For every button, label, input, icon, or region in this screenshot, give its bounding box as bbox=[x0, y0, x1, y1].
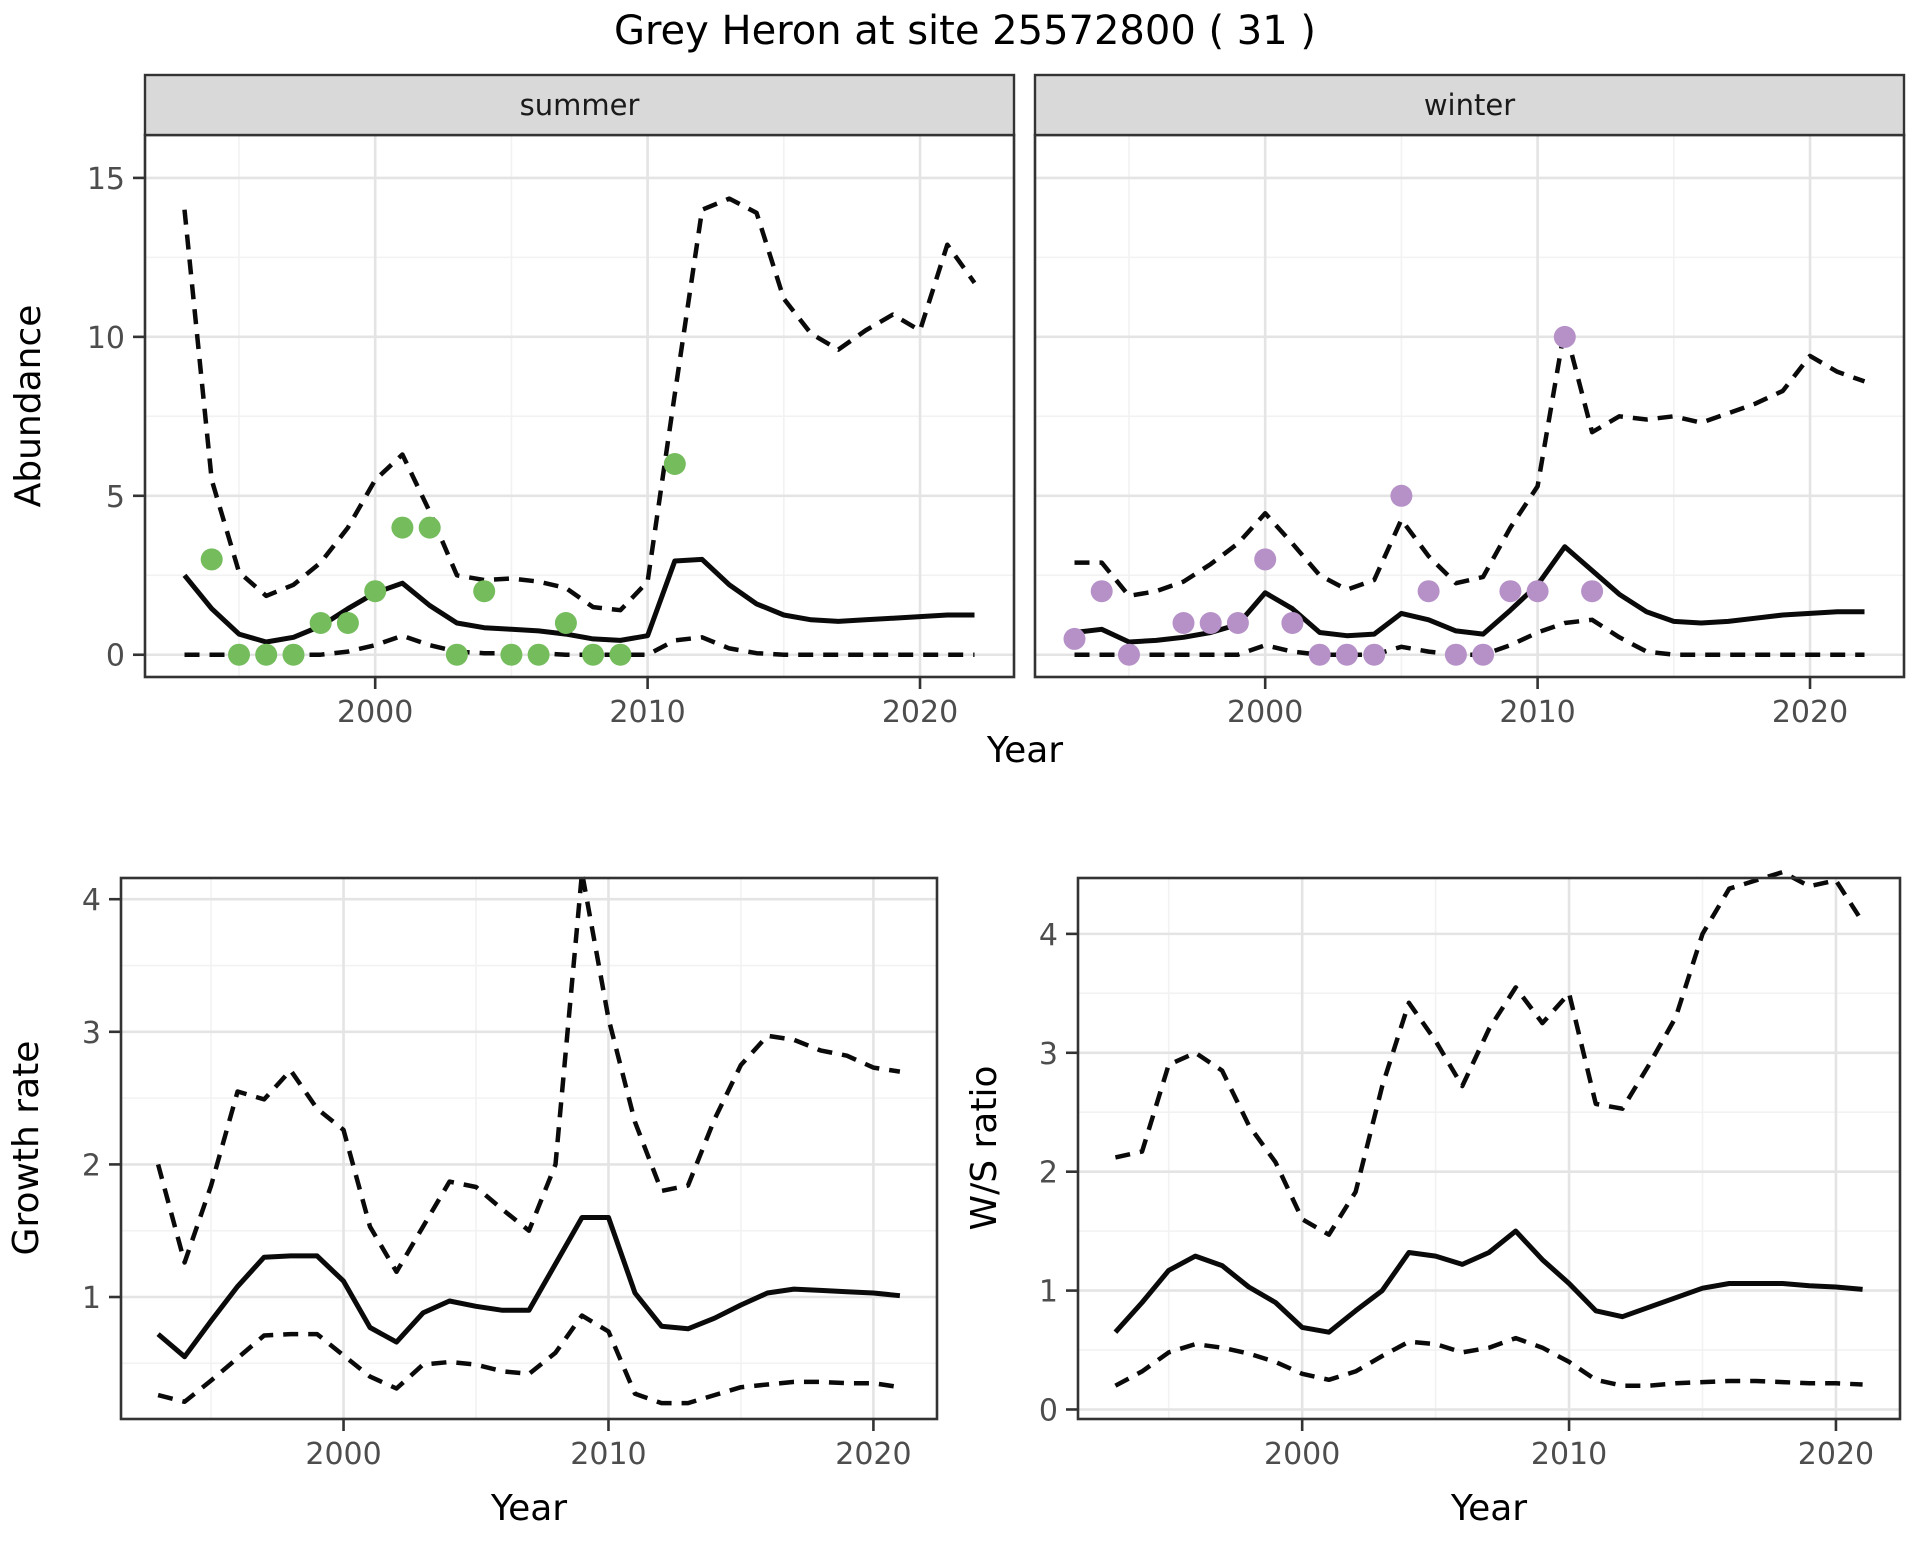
observed-summer-data-point bbox=[609, 643, 632, 666]
ws-ratio-x-tick-label: 2020 bbox=[1798, 1437, 1874, 1472]
abundance-summer-facet-strip bbox=[143, 73, 1016, 137]
growth-rate-x-tick-label: 2010 bbox=[570, 1437, 646, 1472]
observed-summer-data-point bbox=[336, 612, 359, 634]
growth-rate-panel-border bbox=[119, 876, 939, 1421]
x-axis-title-year-top: Year bbox=[986, 730, 1063, 771]
ws-ratio-y-tick-label: 0 bbox=[1039, 1393, 1058, 1428]
observed-winter-data-point bbox=[1390, 484, 1413, 507]
growth-rate-panel-background bbox=[121, 878, 937, 1419]
y-axis-title-ws-ratio: W/S ratio bbox=[964, 1065, 1005, 1230]
observed-winter-data-point bbox=[1063, 627, 1086, 650]
figure-title: Grey Heron at site 25572800 ( 31 ) bbox=[614, 8, 1316, 54]
abundance-summer-strip-label: summer bbox=[520, 88, 640, 122]
abundance-winter-x-tick-label: 2020 bbox=[1772, 695, 1848, 730]
ws-ratio-y-tick-label: 2 bbox=[1039, 1156, 1058, 1191]
observed-winter-data-point bbox=[1526, 580, 1549, 603]
observed-winter-data-point bbox=[1281, 612, 1304, 634]
abundance-summer-x-tick-label: 2020 bbox=[882, 695, 958, 730]
abundance-summer-y-tick-label: 15 bbox=[87, 162, 125, 197]
abundance-summer-y-tick-label: 0 bbox=[106, 639, 125, 674]
ws-ratio-upper-ci-line bbox=[1114, 869, 1865, 1237]
growth-rate-mean-line bbox=[156, 1215, 901, 1360]
observed-winter-data-point bbox=[1581, 580, 1604, 603]
y-axis-title-abundance: Abundance bbox=[8, 305, 49, 508]
abundance-winter-mean-line bbox=[1074, 544, 1865, 645]
ws-ratio-y-tick-label: 1 bbox=[1039, 1275, 1058, 1310]
observed-winter-data-point bbox=[1172, 612, 1195, 634]
ws-ratio-lower-ci-line bbox=[1114, 1335, 1863, 1388]
observed-summer-data-point bbox=[473, 580, 496, 603]
observed-winter-data-point bbox=[1308, 643, 1331, 666]
observed-winter-data-point bbox=[1118, 643, 1140, 666]
observed-winter-data-point bbox=[1335, 643, 1358, 666]
abundance-winter-x-tick-label: 2000 bbox=[1227, 695, 1303, 730]
observed-winter-data-point bbox=[1444, 643, 1467, 666]
observed-summer-data-point bbox=[391, 516, 414, 539]
observed-summer-data-point bbox=[418, 516, 441, 539]
observed-summer-data-point bbox=[255, 643, 278, 666]
abundance-summer-upper-ci-line bbox=[182, 196, 977, 613]
growth-rate-x-tick-label: 2020 bbox=[835, 1437, 911, 1472]
observed-summer-data-point bbox=[527, 643, 550, 666]
observed-winter-data-point bbox=[1090, 580, 1113, 603]
growth-rate-y-tick-label: 4 bbox=[82, 883, 101, 918]
observed-winter-data-point bbox=[1254, 548, 1277, 571]
abundance-summer-x-tick-label: 2010 bbox=[609, 695, 685, 730]
abundance-summer-y-tick-label: 10 bbox=[87, 321, 125, 356]
abundance-winter-lower-ci-line bbox=[1074, 617, 1865, 657]
observed-winter-data-point bbox=[1499, 580, 1522, 603]
abundance-winter-facet-strip bbox=[1033, 73, 1906, 137]
ws-ratio-panel-background bbox=[1078, 878, 1900, 1419]
observed-summer-data-point bbox=[364, 580, 387, 603]
observed-summer-data-point bbox=[582, 643, 605, 666]
abundance-winter-strip-label: winter bbox=[1424, 88, 1515, 122]
x-axis-title-year-growth: Year bbox=[490, 1488, 567, 1529]
x-axis-title-year-ws: Year bbox=[1450, 1488, 1527, 1529]
growth-rate-y-tick-label: 2 bbox=[82, 1148, 101, 1183]
growth-rate-y-tick-label: 1 bbox=[82, 1281, 101, 1316]
observed-winter-data-point bbox=[1553, 325, 1576, 348]
abundance-winter-panel-background bbox=[1035, 135, 1904, 677]
abundance-winter-upper-ci-line bbox=[1074, 325, 1866, 599]
observed-summer-data-point bbox=[500, 643, 523, 666]
growth-rate-y-tick-label: 3 bbox=[82, 1016, 101, 1051]
observed-summer-data-point bbox=[554, 612, 577, 634]
observed-winter-data-point bbox=[1199, 612, 1222, 634]
y-axis-title-growth-rate: Growth rate bbox=[6, 1041, 47, 1256]
ws-ratio-y-tick-label: 3 bbox=[1039, 1037, 1058, 1072]
ws-ratio-x-tick-label: 2000 bbox=[1264, 1437, 1340, 1472]
abundance-summer-lower-ci-line bbox=[184, 633, 975, 657]
observed-winter-data-point bbox=[1363, 643, 1386, 666]
observed-summer-data-point bbox=[200, 548, 223, 571]
abundance-summer-y-tick-label: 5 bbox=[106, 480, 125, 515]
observed-winter-data-point bbox=[1417, 580, 1440, 603]
observed-summer-data-point bbox=[309, 612, 332, 634]
observed-summer-data-point bbox=[282, 643, 305, 666]
abundance-winter-x-tick-label: 2010 bbox=[1499, 695, 1575, 730]
ws-ratio-y-tick-label: 4 bbox=[1039, 918, 1058, 953]
ws-ratio-mean-line bbox=[1113, 1228, 1863, 1335]
observed-summer-data-point bbox=[663, 453, 686, 475]
observed-winter-data-point bbox=[1226, 612, 1249, 634]
observed-winter-data-point bbox=[1472, 643, 1495, 666]
ws-ratio-x-tick-label: 2010 bbox=[1531, 1437, 1607, 1472]
growth-rate-upper-ci-line bbox=[155, 870, 901, 1275]
ws-ratio-panel-border bbox=[1076, 876, 1902, 1421]
growth-rate-x-tick-label: 2000 bbox=[305, 1437, 381, 1472]
observed-summer-data-point bbox=[228, 643, 250, 666]
abundance-summer-x-tick-label: 2000 bbox=[337, 695, 413, 730]
observed-summer-data-point bbox=[445, 643, 468, 666]
